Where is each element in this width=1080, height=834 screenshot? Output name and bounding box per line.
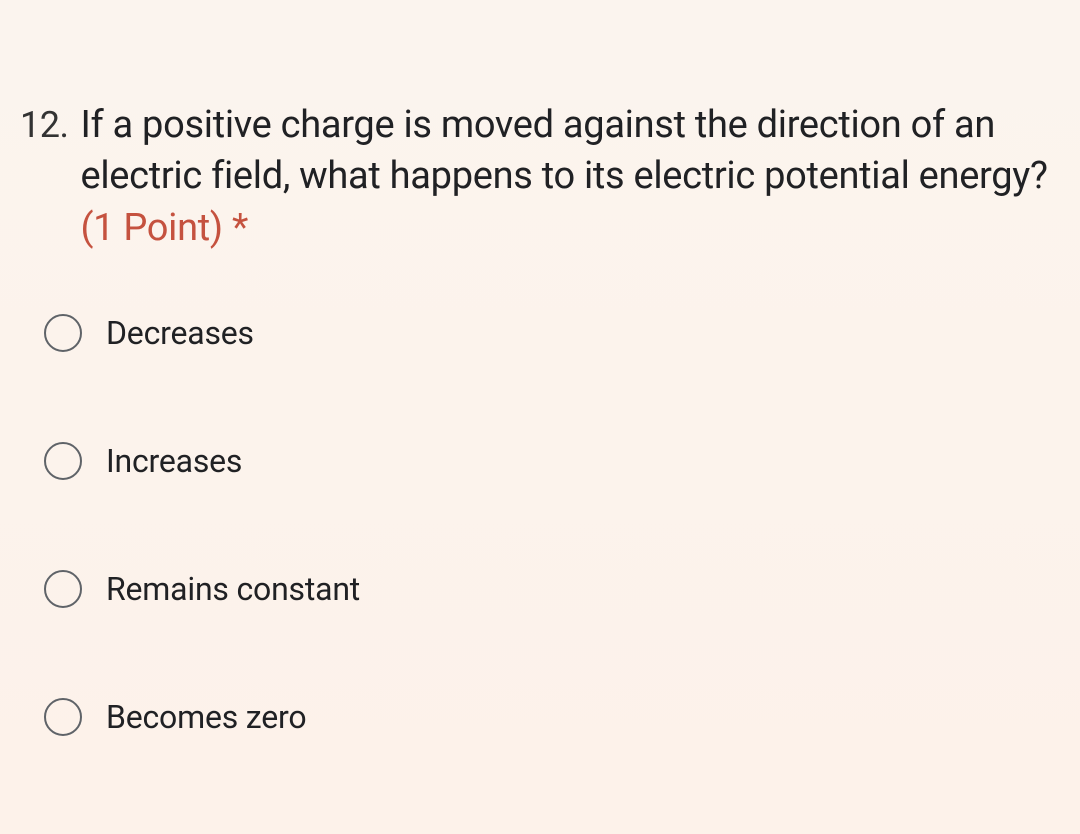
question-points: (1 Point) bbox=[80, 206, 232, 250]
radio-icon[interactable] bbox=[44, 442, 82, 480]
question-block: 12. If a positive charge is moved agains… bbox=[20, 100, 1060, 254]
option-remains-constant[interactable]: Remains constant bbox=[44, 570, 1060, 608]
radio-icon[interactable] bbox=[44, 698, 82, 736]
option-increases[interactable]: Increases bbox=[44, 442, 1060, 480]
question-number: 12. bbox=[20, 100, 68, 150]
options-list: Decreases Increases Remains constant Bec… bbox=[20, 314, 1060, 736]
option-label: Becomes zero bbox=[106, 698, 306, 736]
radio-icon[interactable] bbox=[44, 570, 82, 608]
option-becomes-zero[interactable]: Becomes zero bbox=[44, 698, 1060, 736]
question-prompt: If a positive charge is moved against th… bbox=[80, 103, 1047, 198]
option-label: Increases bbox=[106, 442, 242, 480]
option-label: Decreases bbox=[106, 314, 254, 352]
required-mark: * bbox=[232, 206, 248, 250]
question-text: If a positive charge is moved against th… bbox=[80, 100, 1060, 254]
option-decreases[interactable]: Decreases bbox=[44, 314, 1060, 352]
option-label: Remains constant bbox=[106, 570, 360, 608]
radio-icon[interactable] bbox=[44, 314, 82, 352]
